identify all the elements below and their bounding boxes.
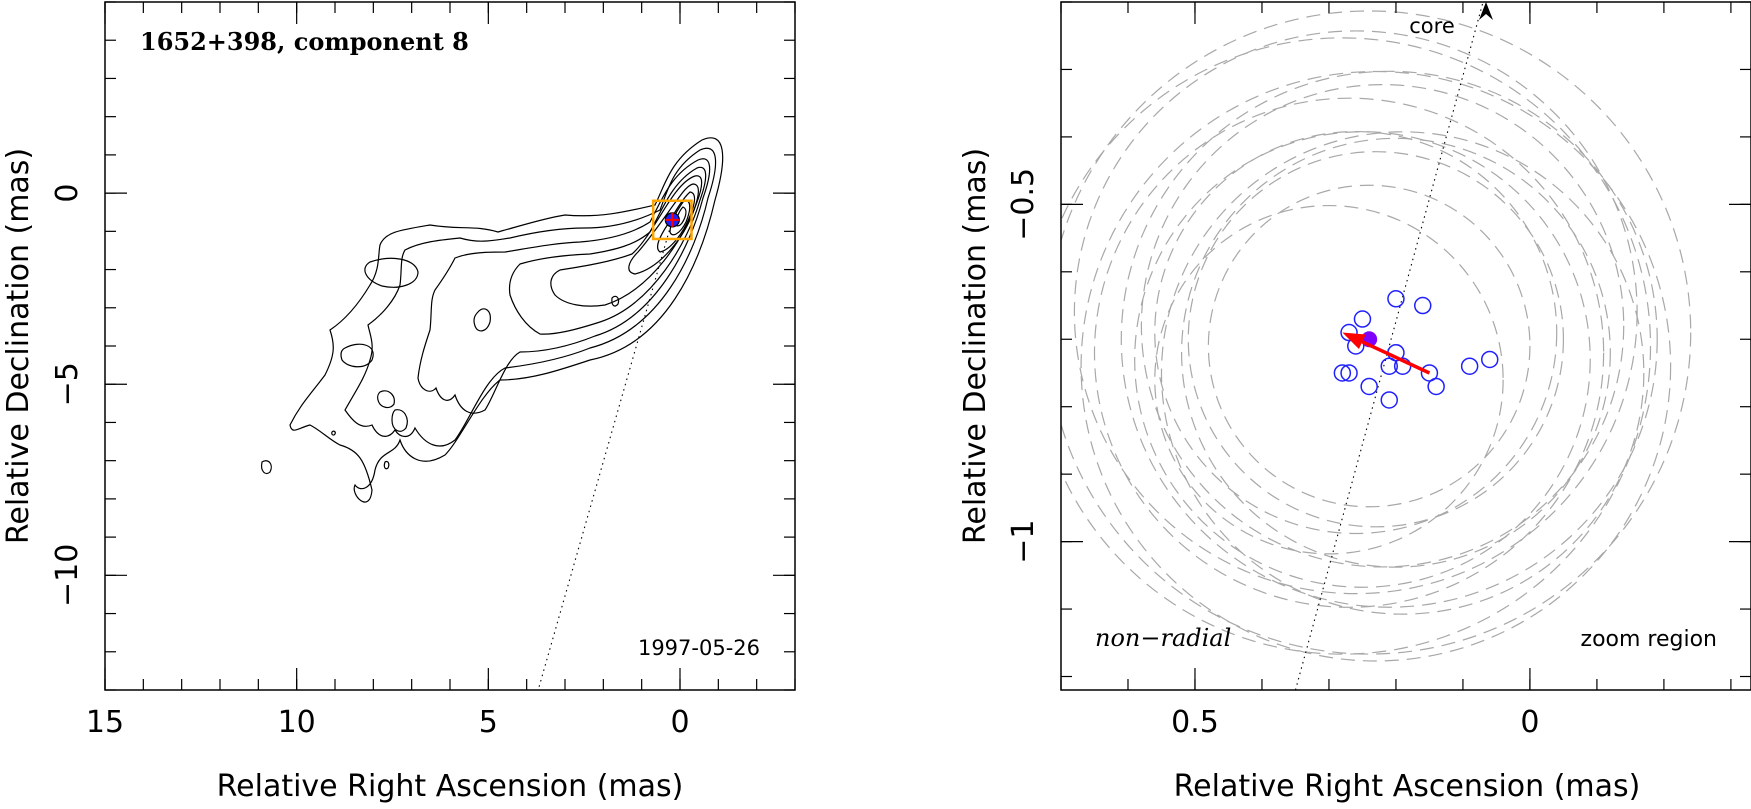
contour-level-5 — [550, 175, 703, 307]
right-panel: 0.5 0 −0.5 −1 core non−radial zoom region R… — [958, 1, 1751, 804]
left-x-axis-label: Relative Right Ascension (mas) — [217, 769, 684, 804]
motion-vector-arrowhead — [1342, 332, 1366, 350]
contour-level-6 — [628, 183, 699, 275]
position-point-13 — [1480, 350, 1499, 369]
uncertainty-circle-6 — [1093, 97, 1605, 608]
right-y-axis-label: Relative Declination (mas) — [958, 148, 993, 544]
contour-island-6 — [261, 460, 272, 475]
uncertainty-circle-4 — [1134, 131, 1591, 588]
contour-island-5 — [391, 409, 408, 432]
left-tick-labels: 15 10 5 0 0 −5 −10 — [50, 184, 690, 740]
contour-island-8 — [383, 460, 390, 470]
position-points — [1333, 290, 1499, 409]
left-plot-frame — [104, 1, 796, 691]
uncertainty-circle-10 — [1061, 37, 1652, 655]
uncertainty-circle-5 — [1140, 83, 1625, 568]
position-point-8 — [1393, 357, 1412, 375]
position-point-3 — [1333, 364, 1352, 382]
position-point-5 — [1360, 377, 1378, 396]
motion-vector-arrow — [1361, 340, 1431, 375]
position-point-9 — [1380, 391, 1399, 409]
contour-level-2 — [344, 147, 717, 447]
left-xtick-label-2: 5 — [479, 705, 498, 740]
core-label: core — [1409, 14, 1455, 38]
left-axis-ticks — [104, 1, 796, 691]
right-plot-frame — [1060, 1, 1751, 691]
right-axis-ticks — [1060, 1, 1751, 690]
contour-island-2 — [473, 308, 491, 332]
left-ytick-label-2: −10 — [50, 544, 85, 607]
position-point-14 — [1387, 290, 1405, 308]
contour-level-1 — [289, 137, 724, 503]
right-ytick-label-0: −0.5 — [1006, 168, 1041, 241]
right-ytick-label-1: −1 — [1006, 519, 1041, 563]
uncertainty-circle-7 — [1120, 70, 1658, 608]
contour-island-3 — [611, 295, 620, 307]
uncertainty-circle-0 — [1207, 184, 1531, 508]
uncertainty-circle-8 — [1073, 30, 1638, 595]
position-point-2 — [1340, 323, 1358, 342]
right-x-axis-label: Relative Right Ascension (mas) — [1174, 769, 1641, 804]
core-direction-line — [537, 219, 673, 690]
core-direction-line — [1294, 2, 1484, 690]
left-xtick-label-0: 15 — [86, 705, 124, 740]
uncertainty-circle-1 — [1187, 151, 1565, 528]
zoom-region-label: zoom region — [1581, 627, 1717, 652]
contour-island-7 — [331, 430, 336, 436]
contour-island-4 — [377, 390, 395, 409]
contour-level-9 — [675, 206, 687, 227]
left-panel: 15 10 5 0 0 −5 −10 1652+398, component 8 1997-… — [1, 1, 796, 804]
core-arrowhead — [1479, 2, 1493, 20]
contour-island-1 — [364, 257, 419, 288]
left-ytick-label-0: 0 — [50, 184, 85, 203]
left-ytick-label-1: −5 — [50, 362, 85, 406]
contour-level-8 — [669, 199, 691, 236]
position-point-0 — [1353, 310, 1372, 328]
uncertainty-circles — [1061, 10, 1692, 662]
left-xtick-label-1: 10 — [278, 705, 316, 740]
uncertainty-circle-12 — [1160, 131, 1645, 615]
uncertainty-circle-9 — [1080, 70, 1672, 662]
right-tick-labels: 0.5 0 −0.5 −1 — [1006, 168, 1539, 740]
position-point-12 — [1460, 357, 1479, 375]
left-xtick-label-3: 0 — [670, 705, 689, 740]
contour-level-3 — [417, 158, 711, 414]
motion-type-label: non−radial — [1095, 624, 1231, 652]
contour-map — [261, 137, 724, 690]
contour-island-9 — [340, 343, 374, 368]
zoom-region-box — [651, 199, 693, 241]
uncertainty-circle-13 — [1154, 204, 1504, 555]
right-xtick-label-1: 0 — [1520, 705, 1539, 740]
left-chart-title: 1652+398, component 8 — [140, 27, 469, 56]
right-xtick-label-0: 0.5 — [1171, 705, 1219, 740]
position-point-11 — [1427, 377, 1445, 396]
left-y-axis-label: Relative Declination (mas) — [1, 148, 36, 544]
position-point-15 — [1413, 296, 1432, 315]
epoch-label: 1997-05-26 — [638, 636, 760, 660]
position-point-4 — [1340, 364, 1358, 382]
